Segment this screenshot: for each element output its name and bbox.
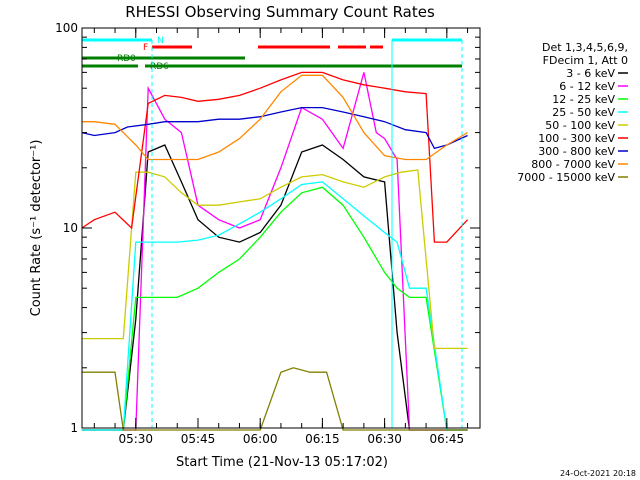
y-tick-label-1: 1 — [70, 421, 78, 435]
legend-label-7000-15000-kev: 7000 - 15000 keV — [517, 171, 615, 184]
status-label-rd6: RD6 — [150, 62, 169, 72]
series-line-300-800-kev — [81, 106, 468, 150]
legend-label-800-7000-kev: 800 - 7000 keV — [531, 158, 615, 171]
legend-label-12-25-kev: 12 - 25 keV — [552, 93, 615, 106]
legend-label-25-50-kev: 25 - 50 keV — [552, 106, 615, 119]
x-tick-label-05-45: 05:45 — [181, 432, 216, 446]
series-line-50-100-kev — [81, 169, 468, 350]
series-line-800-7000-kev — [81, 74, 468, 161]
status-bars-layer: NF RD0 RD6 — [82, 36, 463, 428]
y-axis-title: Count Rate (s⁻¹ detector⁻¹) — [29, 140, 44, 317]
legend: Det 1,3,4,5,6,9,FDecim 1, Att 03 - 6 keV… — [517, 41, 628, 184]
status-label-f: F — [143, 43, 148, 53]
legend-label-6-12-kev: 6 - 12 keV — [559, 80, 615, 93]
legend-header-line: Det 1,3,4,5,6,9, — [542, 41, 628, 54]
series-line-100-300-kev — [81, 71, 469, 243]
series-line-6-12-kev — [81, 72, 468, 431]
series-line-12-25-kev — [81, 186, 468, 431]
x-tick-label-05-30: 05:30 — [118, 432, 153, 446]
series-line-7000-15000-kev — [81, 367, 468, 431]
legend-header-line: FDecim 1, Att 0 — [543, 54, 628, 67]
status-label-n: N — [157, 36, 164, 46]
x-tick-label-06-30: 06:30 — [367, 432, 402, 446]
legend-label-50-100-kev: 50 - 100 keV — [545, 119, 615, 132]
series-line-25-50-kev — [81, 181, 468, 431]
status-label-rd0: RD0 — [117, 54, 136, 64]
y-tick-label-10: 10 — [63, 221, 78, 235]
ticks-layer: 1 10 100 05:30 05:45 06:00 06:15 06:30 06:45 — [55, 21, 480, 446]
x-tick-label-06-15: 06:15 — [305, 432, 340, 446]
x-axis-title: Start Time (21-Nov-13 05:17:02) — [176, 455, 388, 470]
timestamp-stamp: 24-Oct-2021 20:18 — [560, 469, 636, 478]
series-layer — [81, 71, 469, 431]
legend-label-300-800-kev: 300 - 800 keV — [538, 145, 615, 158]
legend-label-3-6-kev: 3 - 6 keV — [566, 67, 615, 80]
x-tick-label-06-45: 06:45 — [430, 432, 465, 446]
y-tick-label-100: 100 — [55, 21, 78, 35]
legend-label-100-300-kev: 100 - 300 keV — [538, 132, 615, 145]
series-line-3-6-kev — [81, 144, 468, 431]
x-tick-label-06-00: 06:00 — [243, 432, 278, 446]
chart-title: RHESSI Observing Summary Count Rates — [125, 3, 435, 21]
